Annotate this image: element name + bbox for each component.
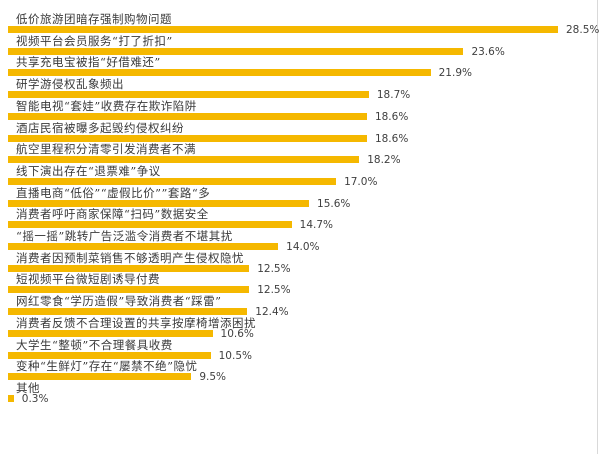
bar — [8, 286, 250, 294]
bar — [8, 221, 292, 229]
category-label: “摇一摇”跳转广告泛滥令消费者不堪其扰 — [16, 229, 233, 243]
category-label: 大学生“整顿”不合理餐具收费 — [16, 337, 173, 352]
value-label: 18.2% — [367, 154, 401, 167]
bar-row: 变种“生鲜灯”存在“屡禁不绝”隐忧 9.5% — [0, 359, 598, 384]
bar-row: 消费者因预制菜销售不够透明产生侵权隐忧 12.5% — [0, 250, 598, 275]
value-label: 21.9% — [438, 67, 472, 80]
category-label: 研学游侵权乱象频出 — [16, 77, 124, 92]
bar-row: 消费者呼吁商家保障“扫码”数据安全 14.7% — [0, 207, 598, 232]
bar-row: 共享充电宝被指“好借难还” 21.9% — [0, 55, 598, 80]
category-label: 线下演出存在“退票难”争议 — [16, 163, 161, 178]
category-label: 变种“生鲜灯”存在“屡禁不绝”隐忧 — [16, 359, 198, 374]
value-label: 17.0% — [344, 175, 378, 188]
bar-row: 低价旅游团暗存强制购物问题 28.5% — [0, 12, 600, 36]
value-label: 18.7% — [376, 89, 411, 102]
value-label: 23.6% — [471, 45, 505, 58]
value-label: 14.7% — [299, 219, 334, 232]
bar — [8, 394, 14, 402]
category-label: 视频平台会员服务“打了折扣” — [16, 33, 173, 48]
category-label: 消费者因预制菜销售不够透明产生侵权隐忧 — [16, 250, 244, 265]
category-label: 共享充电宝被指“好借难还” — [16, 55, 161, 70]
value-label: 14.0% — [286, 241, 320, 253]
bar-row: 航空里程积分清零引发消费者不满 18.2% — [0, 142, 598, 167]
bar-row: 网红零食“学历造假”导致消费者“踩雷” 12.4% — [0, 294, 598, 319]
category-label: 智能电视“套娃”收费存在欺诈陷阱 — [16, 98, 197, 113]
bar — [8, 26, 558, 33]
bar-row: 研学游侵权乱象频出 18.7% — [0, 77, 598, 102]
value-label: 10.5% — [218, 349, 252, 362]
category-label: 消费者呼吁商家保障“扫码”数据安全 — [16, 207, 209, 222]
bar — [8, 373, 192, 381]
bar-row: 消费者反馈不合理设置的共享按摩椅增添困扰 10.6% — [0, 315, 598, 340]
bar-row: 智能电视“套娃”收费存在欺诈陷阱 18.6% — [0, 98, 598, 123]
bar-row: “摇一摇”跳转广告泛滥令消费者不堪其扰 14.0% — [0, 229, 598, 253]
value-label: 9.5% — [199, 371, 227, 384]
bar-row: 视频平台会员服务“打了折扣” 23.6% — [0, 33, 598, 58]
category-label: 消费者反馈不合理设置的共享按摩椅增添困扰 — [16, 315, 256, 330]
bar-row: 大学生“整顿”不合理餐具收费 10.5% — [0, 337, 598, 362]
bar-row: 直播电商“低俗”“虚假比价””套路“多 15.6% — [0, 185, 598, 210]
bar — [8, 199, 310, 207]
category-label: 酒店民宿被曝多起毁约侵权纠纷 — [16, 120, 184, 135]
category-label: 直播电商“低俗”“虚假比价””套路“多 — [16, 185, 211, 200]
value-label: 12.5% — [257, 284, 291, 297]
value-label: 18.6% — [374, 132, 409, 145]
bar — [8, 177, 337, 185]
value-label: 10.6% — [220, 327, 254, 340]
bar-row: 酒店民宿被曝多起毁约侵权纠纷 18.6% — [0, 120, 598, 145]
category-label: 航空里程积分清零引发消费者不满 — [16, 142, 196, 157]
bar — [8, 351, 211, 359]
value-label: 0.3% — [21, 392, 49, 405]
category-label: 短视频平台微短剧诱导付费 — [16, 272, 160, 287]
bar-row: 线下演出存在“退票难”争议 17.0% — [0, 163, 598, 188]
bar — [8, 112, 367, 120]
bar — [8, 47, 464, 55]
bar — [8, 91, 369, 99]
value-label: 12.5% — [257, 262, 291, 275]
bar — [8, 308, 248, 316]
category-label: 网红零食“学历造假”导致消费者“踩雷” — [16, 294, 222, 309]
value-label: 28.5% — [566, 24, 600, 36]
value-label: 18.6% — [374, 110, 409, 123]
bar — [8, 69, 431, 77]
value-label: 15.6% — [317, 197, 351, 210]
bar — [8, 264, 250, 272]
value-label: 12.4% — [255, 306, 289, 319]
bar — [8, 134, 367, 142]
bar — [8, 156, 360, 164]
bar — [8, 329, 213, 337]
category-label: 低价旅游团暗存强制购物问题 — [16, 12, 172, 26]
category-label: 其他 — [16, 380, 40, 395]
bar-row: 短视频平台微短剧诱导付费 12.5% — [0, 272, 598, 297]
bar-row: 其他 0.3% — [0, 380, 598, 405]
bar — [8, 243, 279, 250]
